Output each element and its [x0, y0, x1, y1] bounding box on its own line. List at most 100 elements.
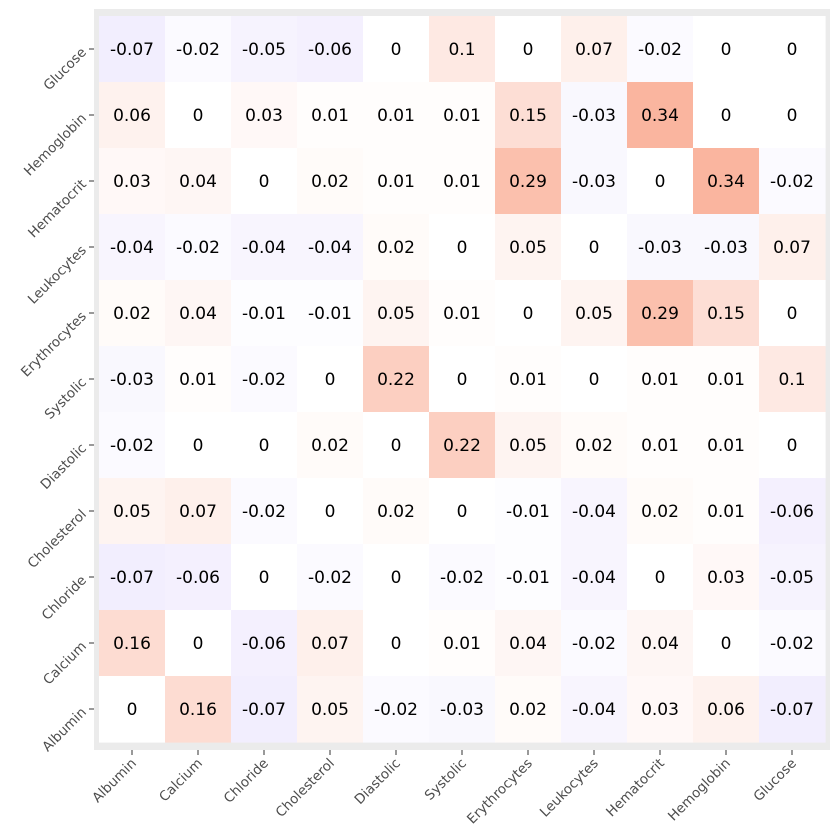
- heatmap-cell: [429, 544, 496, 611]
- heatmap-cell: [429, 412, 496, 479]
- heatmap-cell: [561, 82, 628, 149]
- cell-value-label: -0.02: [176, 238, 220, 258]
- cell-labels: -0.07 -0.02 -0.05 -0.06 0 0.1 0 0.07 -0.02 0 0 0.06…: [110, 40, 814, 720]
- heatmap-cell: [561, 16, 628, 83]
- heatmap-cell: [495, 214, 562, 281]
- heatmap-cell: [495, 478, 562, 545]
- heatmap-cell: [429, 478, 496, 545]
- cell-value-label: 0.01: [707, 370, 745, 390]
- cell-value-label: 0.05: [509, 436, 547, 456]
- heatmap-cell: [693, 478, 760, 545]
- heatmap-cell: [627, 676, 694, 743]
- cell-value-label: 0.02: [509, 700, 547, 720]
- heatmap-cell: [165, 280, 232, 347]
- heatmap-cell: [231, 412, 298, 479]
- heatmap-cell: [363, 478, 430, 545]
- cell-value-label: -0.04: [242, 238, 286, 258]
- heatmap-cell: [693, 544, 760, 611]
- heatmap-cell: [297, 478, 364, 545]
- x-tick-label: Glucose: [750, 756, 799, 805]
- heatmap-cell: [297, 346, 364, 413]
- y-tick-label: Leukocytes: [25, 243, 90, 308]
- heatmap-cell: [429, 346, 496, 413]
- cell-value-label: 0.01: [641, 436, 679, 456]
- y-tick-label: Calcium: [40, 639, 90, 689]
- x-tick-label: Albumin: [89, 756, 140, 807]
- heatmap-cell: [363, 214, 430, 281]
- cell-value-label: 0.15: [707, 304, 745, 324]
- y-axis: Glucose HemoglobinHematocritLeukocytesEry…: [18, 45, 94, 756]
- y-tick-label: Diastolic: [38, 441, 90, 493]
- cell-value-label: 0.03: [641, 700, 679, 720]
- cell-value-label: -0.03: [572, 106, 616, 126]
- heatmap-cell: [165, 478, 232, 545]
- cell-value-label: 0.29: [641, 304, 679, 324]
- cell-value-label: 0: [325, 502, 336, 522]
- cell-value-label: 0: [787, 40, 798, 60]
- heatmap-cell: [363, 82, 430, 149]
- cell-value-label: 0.01: [707, 502, 745, 522]
- heatmap-cell: [693, 412, 760, 479]
- y-tick-label: Glucose: [40, 45, 89, 94]
- y-tick-label: Systolic: [42, 375, 90, 423]
- cell-value-label: 0.01: [641, 370, 679, 390]
- cell-value-label: -0.02: [242, 502, 286, 522]
- cell-value-label: 0.01: [443, 106, 481, 126]
- cell-value-label: -0.02: [572, 634, 616, 654]
- cell-value-label: 0: [457, 502, 468, 522]
- heatmap-cell: [561, 412, 628, 479]
- cell-value-label: 0: [721, 106, 732, 126]
- cell-value-label: 0: [787, 106, 798, 126]
- cell-value-label: -0.02: [176, 40, 220, 60]
- cell-value-label: 0.22: [443, 436, 481, 456]
- heatmap-cell: [231, 214, 298, 281]
- cell-value-label: 0.01: [707, 436, 745, 456]
- heatmap-cell: [99, 478, 166, 545]
- heatmap-cell: [759, 148, 826, 215]
- heatmap-cell: [231, 610, 298, 677]
- heatmap-cell: [759, 412, 826, 479]
- cell-value-label: -0.04: [308, 238, 352, 258]
- cell-value-label: 0.02: [377, 238, 415, 258]
- heatmap-cell: [165, 214, 232, 281]
- heatmap-cell: [693, 16, 760, 83]
- cell-value-label: -0.07: [242, 700, 286, 720]
- cell-value-label: 0.01: [377, 172, 415, 192]
- cell-value-label: 0.01: [377, 106, 415, 126]
- cell-value-label: 0.04: [179, 172, 217, 192]
- cell-value-label: -0.06: [770, 502, 814, 522]
- heatmap-cell: [495, 676, 562, 743]
- heatmap-cell: [627, 82, 694, 149]
- cell-value-label: 0.22: [377, 370, 415, 390]
- cell-value-label: -0.02: [308, 568, 352, 588]
- heatmap-cell: [693, 82, 760, 149]
- heatmap-cell: [759, 676, 826, 743]
- cell-value-label: -0.06: [308, 40, 352, 60]
- x-tick-label: Erythrocytes: [464, 756, 536, 828]
- heatmap-cell: [495, 148, 562, 215]
- heatmap-cell: [759, 16, 826, 83]
- heatmap-cell: [363, 544, 430, 611]
- cell-value-label: 0: [655, 172, 666, 192]
- cell-value-label: 0.16: [179, 700, 217, 720]
- heatmap-cell: [759, 280, 826, 347]
- cell-value-label: -0.01: [308, 304, 352, 324]
- heatmap-cell: [297, 610, 364, 677]
- heatmap-cell: [495, 16, 562, 83]
- heatmap-cell: [627, 544, 694, 611]
- cell-value-label: 0.04: [509, 634, 547, 654]
- x-axis: Albumin Calcium Chloride Cholesterol Diastol…: [89, 750, 800, 827]
- cell-value-label: 0.02: [377, 502, 415, 522]
- heatmap-cell: [99, 346, 166, 413]
- cell-value-label: 0.07: [773, 238, 811, 258]
- heatmap-cell: [693, 610, 760, 677]
- y-tick-label: Hemoglobin: [21, 111, 90, 180]
- cell-value-label: 0.06: [707, 700, 745, 720]
- heatmap-cell: [231, 346, 298, 413]
- cell-value-label: -0.04: [572, 700, 616, 720]
- heatmap-cell: [363, 148, 430, 215]
- y-tick-label: Erythrocytes: [18, 309, 90, 381]
- y-tick-label: Albumin: [39, 705, 90, 756]
- cell-value-label: -0.03: [440, 700, 484, 720]
- cell-value-label: -0.02: [770, 634, 814, 654]
